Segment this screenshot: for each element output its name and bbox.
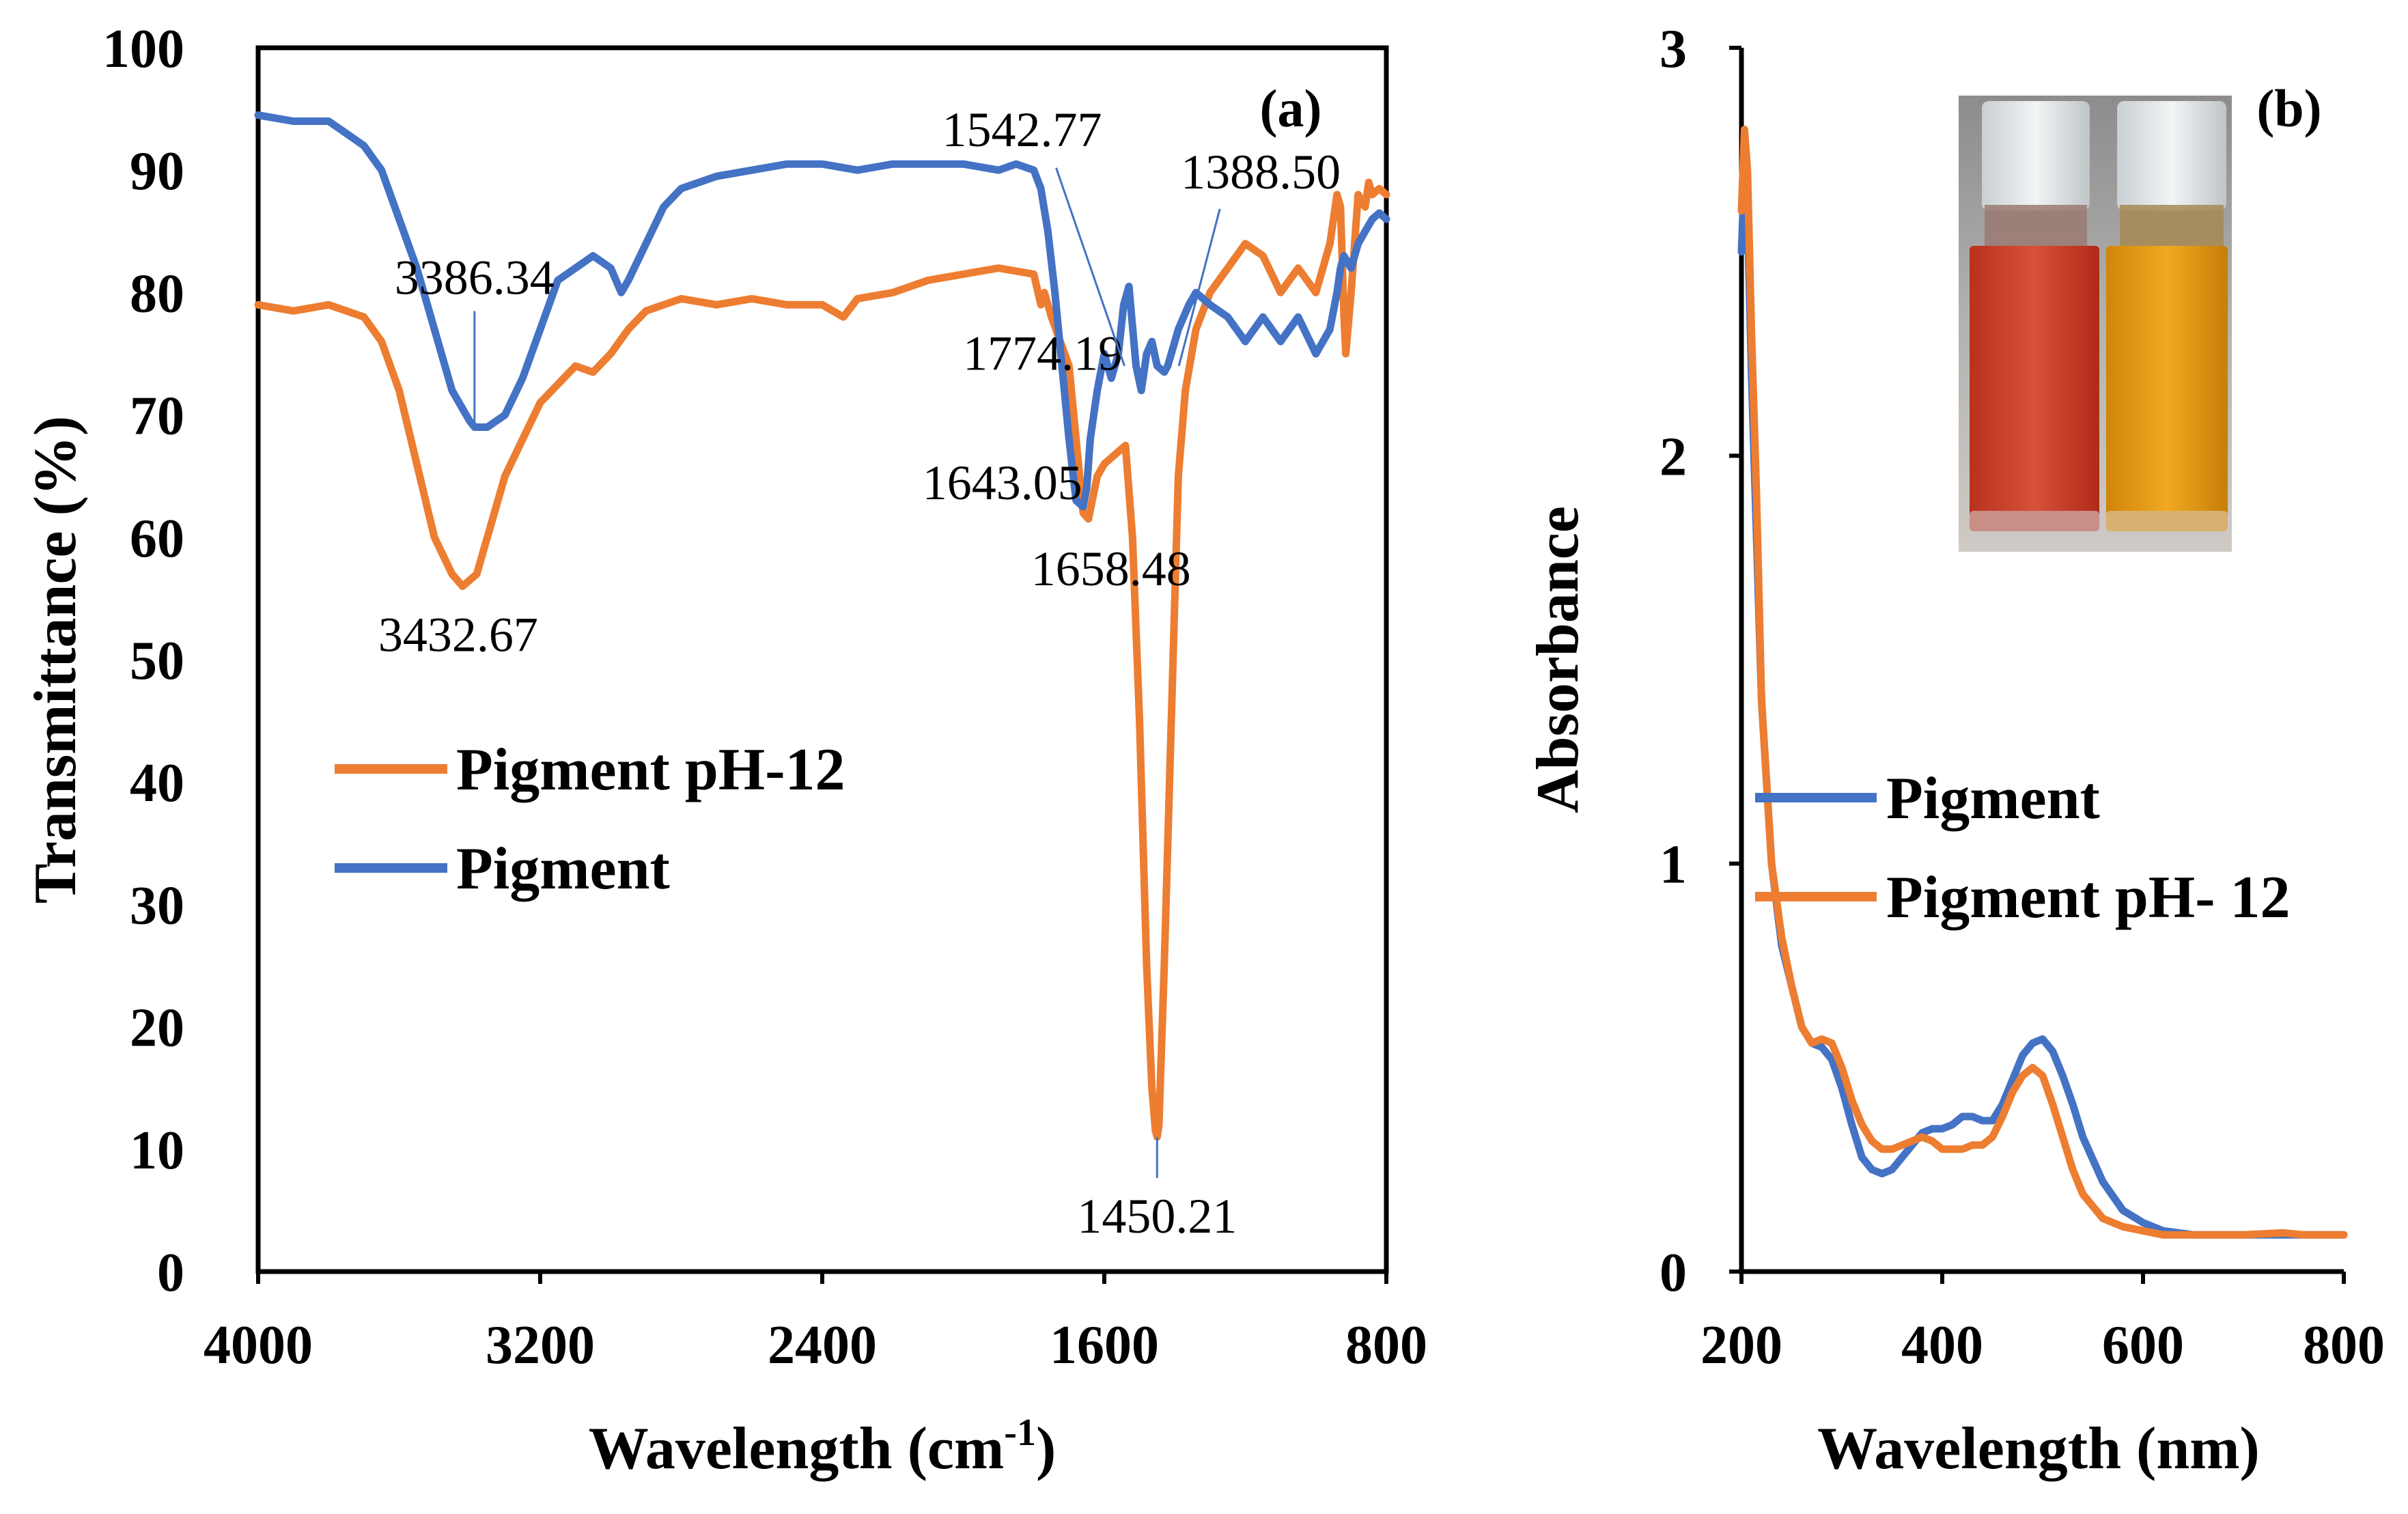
peak-annotation-label: 1774.19 xyxy=(963,326,1123,380)
x-tick-label: 1600 xyxy=(1050,1315,1159,1375)
panel-b-series xyxy=(1737,126,2348,1239)
panel-a-x-axis-label: Wavelength (cm-1) xyxy=(589,1412,1056,1482)
y-tick-label: 1 xyxy=(1660,835,1687,895)
y-tick-label: 0 xyxy=(157,1243,184,1303)
x-tick-label: 4000 xyxy=(204,1315,313,1375)
panel-a-legend: Pigment pH-12 Pigment xyxy=(335,737,845,902)
legend-label-pigment-b: Pigment xyxy=(1886,766,2100,832)
red-vial-neck xyxy=(1985,205,2087,246)
peak-annotation-label: 1643.05 xyxy=(923,455,1082,510)
panel-a-chart: 0 10 20 30 40 50 60 70 80 90 100 4000 3200 2400 1600 8… xyxy=(23,19,1427,1482)
y-tick-label: 30 xyxy=(130,875,184,936)
y-tick-label: 60 xyxy=(130,509,184,569)
y-tick-label: 100 xyxy=(102,19,184,79)
panel-b-y-axis-label: Absorbance xyxy=(1525,506,1591,813)
peak-annotation-label: 3432.67 xyxy=(378,607,538,662)
red-vial-cap xyxy=(1982,101,2090,210)
orange-vial-glass-base xyxy=(2106,511,2228,531)
x-tick-label: 400 xyxy=(1901,1315,1983,1375)
panel-a-label: (a) xyxy=(1260,79,1322,138)
panel-b-tick-marks xyxy=(1729,46,2346,1284)
orange-vial-liquid xyxy=(2106,246,2228,519)
panel-b-legend: Pigment Pigment pH- 12 xyxy=(1755,766,2291,931)
series-line-pigment-ph-12 xyxy=(1737,126,2348,1239)
y-tick-label: 20 xyxy=(130,998,184,1059)
x-tick-label: 600 xyxy=(2102,1315,2184,1375)
series-line-pigment xyxy=(254,111,1390,511)
peak-annotation-label: 3386.34 xyxy=(395,251,555,305)
peak-annotation-label: 1388.50 xyxy=(1181,145,1341,199)
panel-a-tick-marks xyxy=(256,1272,1388,1284)
annotation-leader-line xyxy=(1177,208,1221,367)
panel-a-x-tick-labels: 4000 3200 2400 1600 800 xyxy=(204,1315,1427,1375)
vials-photo-inset xyxy=(1959,96,2232,552)
x-tick-label: 800 xyxy=(2303,1315,2385,1375)
x-tick-label: 3200 xyxy=(486,1315,595,1375)
y-tick-label: 90 xyxy=(130,141,184,201)
y-tick-label: 70 xyxy=(130,387,184,447)
y-tick-label: 0 xyxy=(1660,1243,1687,1303)
orange-vial-cap xyxy=(2117,101,2226,210)
peak-annotation-label: 1542.77 xyxy=(942,102,1102,157)
panel-b-label: (b) xyxy=(2256,79,2321,138)
y-tick-label: 3 xyxy=(1660,19,1687,79)
peak-annotation-label: 1658.48 xyxy=(1031,542,1191,596)
x-tick-label: 200 xyxy=(1700,1315,1782,1375)
series-line-pigment-ph-12 xyxy=(254,178,1390,1141)
y-tick-label: 2 xyxy=(1660,427,1687,487)
panel-a-annotations: 3432.67 1643.05 1450.21 1774.19 3386.34 1658.… xyxy=(378,102,1341,1244)
legend-label-pigment-ph12-b: Pigment pH- 12 xyxy=(1886,865,2291,931)
red-vial-glass-base xyxy=(1970,511,2099,531)
annotation-leader-line xyxy=(1055,167,1125,367)
legend-label-pigment-ph12: Pigment pH-12 xyxy=(456,737,845,803)
legend-label-pigment: Pigment xyxy=(456,836,670,902)
y-tick-label: 10 xyxy=(130,1121,184,1181)
panel-b-chart: 0 1 2 3 200 400 600 800 xyxy=(1525,19,2385,1482)
panel-b-y-tick-labels: 0 1 2 3 xyxy=(1660,19,1687,1303)
peak-annotation-label: 1450.21 xyxy=(1077,1189,1237,1244)
panel-a-y-tick-labels: 0 10 20 30 40 50 60 70 80 90 100 xyxy=(102,19,184,1303)
orange-vial-neck xyxy=(2120,205,2224,246)
panel-b-x-tick-labels: 200 400 600 800 xyxy=(1700,1315,2385,1375)
panel-a-y-axis-label: Transmittance (%) xyxy=(23,416,89,903)
red-vial-liquid xyxy=(1970,246,2099,519)
y-tick-label: 80 xyxy=(130,264,184,324)
x-tick-label: 2400 xyxy=(768,1315,877,1375)
y-tick-label: 50 xyxy=(130,631,184,691)
y-tick-label: 40 xyxy=(130,753,184,813)
panel-b-x-axis-label: Wavelength (nm) xyxy=(1817,1416,2260,1482)
x-tick-label: 800 xyxy=(1345,1315,1427,1375)
panel-a-series xyxy=(254,111,1390,1141)
